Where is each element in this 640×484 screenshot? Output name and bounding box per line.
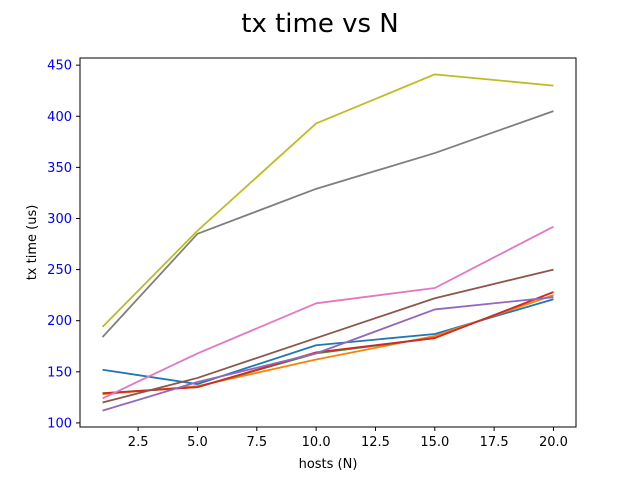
series-line-1 <box>102 298 554 385</box>
x-tick-label: 5.0 <box>187 435 208 450</box>
y-tick-label: 300 <box>47 212 72 227</box>
series-line-4 <box>102 291 554 395</box>
x-tick-label: 20.0 <box>539 435 568 450</box>
y-tick-label: 250 <box>47 263 72 278</box>
series-line-7 <box>102 225 554 400</box>
plot-frame <box>79 57 577 428</box>
series-layer <box>101 73 554 412</box>
x-tick-label: 10.0 <box>302 435 331 450</box>
x-tick-label: 7.5 <box>246 435 267 450</box>
y-tick-label: 100 <box>47 416 72 431</box>
y-tick-label: 350 <box>47 161 72 176</box>
y-axis: 100 150 200 250 300 350 400 450 <box>47 59 80 431</box>
x-tick-label: 17.5 <box>480 435 509 450</box>
series-line-9 <box>101 73 554 328</box>
series-line-6 <box>102 268 554 404</box>
y-tick-label: 400 <box>47 110 72 125</box>
x-tick-label: 12.5 <box>361 435 390 450</box>
x-tick-label: 15.0 <box>420 435 449 450</box>
y-tick-label: 200 <box>47 314 72 329</box>
x-axis: 2.5 5.0 7.5 10.0 12.5 15.0 17.5 20.0 <box>128 427 568 450</box>
y-tick-label: 450 <box>47 59 72 74</box>
series-line-8 <box>101 110 554 338</box>
chart-title: tx time vs N <box>241 9 399 39</box>
series-line-5 <box>102 296 554 412</box>
series-line-3 <box>102 291 554 395</box>
y-tick-label: 150 <box>47 365 72 380</box>
y-axis-label: tx time (us) <box>25 205 40 281</box>
x-axis-label: hosts (N) <box>299 457 358 472</box>
x-tick-label: 2.5 <box>128 435 149 450</box>
